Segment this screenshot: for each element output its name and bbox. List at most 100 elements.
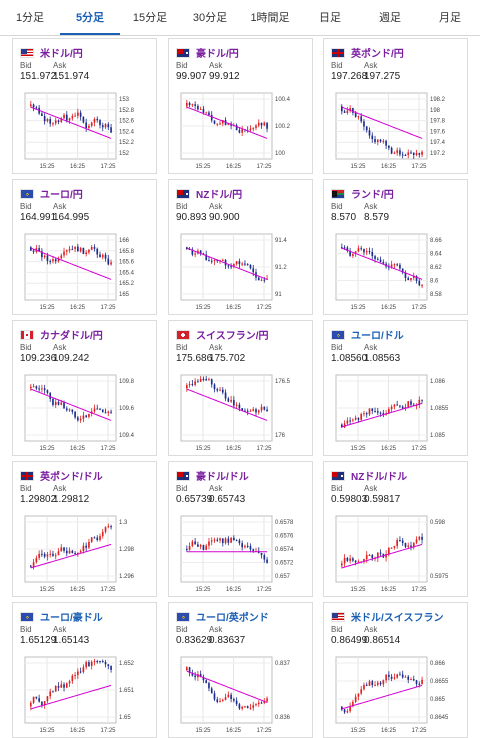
mini-candlestick-chart[interactable]: 15:25 16:25 17:25 198.2 198 197.8 197.6 197.4 19… (324, 85, 467, 171)
card-header: スイスフラン/円 (176, 327, 268, 342)
currency-pair-link[interactable]: 英ポンド/円 (351, 49, 404, 60)
candle (88, 413, 90, 417)
currency-pair-link[interactable]: スイスフラン/円 (196, 331, 269, 342)
currency-pair-link[interactable]: 米ドル/円 (40, 49, 83, 60)
candle (343, 111, 346, 113)
ask-label: Ask (364, 484, 378, 493)
tab-timeframe[interactable]: 1時間足 (250, 12, 290, 24)
rate-card[interactable]: ランド/円 Bid Ask 8.570 8.579 15:25 16:25 17:25 8.66… (323, 179, 468, 315)
rate-card[interactable]: ユーロ/ドル Bid Ask 1.08560 1.08563 15:25 16:25 17:2… (323, 320, 468, 456)
rate-card[interactable]: 米ドル/円 Bid Ask 151.972 151.974 15:25 16:25 17:25… (12, 38, 157, 174)
mini-candlestick-chart[interactable]: 15:25 16:25 17:25 0.6578 0.6576 0.6574 0.6572 0… (169, 508, 312, 594)
currency-pair-link[interactable]: カナダドル/円 (40, 331, 103, 342)
tab-timeframe[interactable]: 週足 (379, 12, 401, 24)
bid-label: Bid (20, 61, 32, 70)
ca-flag-icon (20, 329, 34, 340)
y-tick-label: 8.6 (430, 279, 439, 285)
candle (227, 265, 230, 267)
candle (32, 386, 35, 388)
rate-card[interactable]: ユーロ/豪ドル Bid Ask 1.65129 1.65143 15:25 16:25 17:… (12, 602, 157, 738)
mini-candlestick-chart[interactable]: 15:25 16:25 17:25 109.8 109.6 109.4 (13, 367, 156, 453)
candle (194, 541, 196, 545)
plot-area (24, 233, 117, 301)
candle (341, 706, 343, 710)
candle (32, 696, 35, 703)
mini-candlestick-chart[interactable]: 15:25 16:25 17:25 100.4 100.2 100 (169, 85, 312, 171)
currency-pair-link[interactable]: 豪ドル/円 (196, 49, 239, 60)
rate-card[interactable]: NZドル/円 Bid Ask 90.893 90.900 15:25 16:25 17:25 9… (168, 179, 313, 315)
tab-timeframe[interactable]: 1分足 (15, 12, 45, 24)
candle (104, 412, 107, 414)
candle (210, 688, 213, 694)
bid-label: Bid (331, 625, 343, 634)
mini-candlestick-chart[interactable]: 15:25 16:25 17:25 1.3 1.298 1.296 (13, 508, 156, 594)
candle (379, 682, 382, 685)
candle (79, 112, 82, 117)
rate-card[interactable]: NZドル/ドル Bid Ask 0.59803 0.59817 15:25 16:25 17:… (323, 461, 468, 597)
tab-timeframe[interactable]: 日足 (319, 12, 341, 24)
candle (233, 537, 235, 541)
mini-candlestick-chart[interactable]: 15:25 16:25 17:25 153 152.8 152.6 152.4 152.2 15… (13, 85, 156, 171)
rate-card[interactable]: ユーロ/英ポンド Bid Ask 0.83629 0.83637 15:25 16:25 17… (168, 602, 313, 738)
moving-average-line (341, 684, 423, 710)
x-tick-label: 17:25 (100, 728, 116, 734)
rate-card[interactable]: 米ドル/スイスフラン Bid Ask 0.86499 0.86514 15:25 16:25… (323, 602, 468, 738)
mini-candlestick-chart[interactable]: 15:25 16:25 17:25 0.598 0.5975 (324, 508, 467, 594)
candle (74, 246, 76, 250)
candle (63, 251, 65, 256)
rate-card[interactable]: スイスフラン/円 Bid Ask 175.686 175.702 15:25 16:25 17… (168, 320, 313, 456)
mini-candlestick-chart[interactable]: 15:25 16:25 17:25 0.866 0.8655 0.865 0.8645 (324, 649, 467, 735)
candle (41, 701, 43, 706)
mini-candlestick-chart[interactable]: 15:25 16:25 17:25 176.5 176 (169, 367, 312, 453)
tab-timeframe[interactable]: 30分足 (192, 12, 228, 24)
currency-pair-link[interactable]: ユーロ/豪ドル (40, 613, 103, 624)
candle (74, 411, 76, 418)
rate-card[interactable]: カナダドル/円 Bid Ask 109.236 109.242 15:25 16:25 17:… (12, 320, 157, 456)
y-tick-label: 197.2 (430, 151, 446, 157)
candle (418, 683, 421, 685)
candle (241, 408, 243, 411)
currency-pair-link[interactable]: NZドル/ドル (351, 472, 408, 483)
candle (238, 261, 241, 265)
candle (216, 260, 219, 262)
candle (249, 410, 252, 412)
currency-pair-link[interactable]: 英ポンド/ドル (40, 472, 103, 483)
candle (205, 379, 208, 381)
currency-pair-link[interactable]: 豪ドル/ドル (196, 472, 249, 483)
tab-timeframe[interactable]: 月足 (439, 12, 461, 24)
currency-pair-link[interactable]: 米ドル/スイスフラン (351, 613, 444, 624)
mini-candlestick-chart[interactable]: 15:25 16:25 17:25 1.086 1.0855 1.085 (324, 367, 467, 453)
x-tick-label: 15:25 (195, 446, 211, 452)
currency-pair-link[interactable]: ユーロ/円 (40, 190, 83, 201)
y-tick-label: 0.5975 (430, 574, 449, 580)
plot-area (180, 374, 273, 442)
candle (360, 248, 363, 250)
candle (99, 536, 101, 540)
candle (191, 104, 194, 106)
tab-timeframe[interactable]: 5分足 (60, 0, 120, 35)
mini-candlestick-chart[interactable]: 15:25 16:25 17:25 166 165.8 165.6 165.4 165.2 16… (13, 226, 156, 312)
rate-card[interactable]: 豪ドル/ドル Bid Ask 0.65739 0.65743 15:25 16:25 17:2… (168, 461, 313, 597)
tab-timeframe[interactable]: 15分足 (132, 12, 168, 24)
bid-label: Bid (331, 202, 343, 211)
y-tick-label: 197.4 (430, 140, 446, 146)
rate-card[interactable]: 豪ドル/円 Bid Ask 99.907 99.912 15:25 16:25 17:25 10… (168, 38, 313, 174)
candle (379, 139, 382, 142)
mini-candlestick-chart[interactable]: 15:25 16:25 17:25 8.66 8.64 8.62 8.6 8.58 (324, 226, 467, 312)
currency-pair-link[interactable]: ユーロ/ドル (351, 331, 404, 342)
mini-candlestick-chart[interactable]: 15:25 16:25 17:25 0.837 0.836 (169, 649, 312, 735)
currency-pair-link[interactable]: NZドル/円 (196, 190, 243, 201)
currency-pair-link[interactable]: ユーロ/英ポンド (196, 613, 269, 624)
bid-value: 1.29802 (20, 494, 57, 505)
candle (233, 264, 235, 267)
candle (260, 702, 263, 704)
ask-value: 1.08563 (364, 353, 401, 364)
currency-pair-link[interactable]: ランド/円 (351, 190, 394, 201)
rate-card[interactable]: 英ポンド/円 Bid Ask 197.268 197.275 15:25 16:25 17:2… (323, 38, 468, 174)
bid-value: 8.570 (331, 212, 357, 223)
mini-candlestick-chart[interactable]: 15:25 16:25 17:25 91.4 91.2 91 (169, 226, 312, 312)
candle (71, 409, 74, 412)
rate-card[interactable]: ユーロ/円 Bid Ask 164.991 164.995 15:25 16:25 17:25… (12, 179, 157, 315)
mini-candlestick-chart[interactable]: 15:25 16:25 17:25 1.652 1.651 1.65 (13, 649, 156, 735)
rate-card[interactable]: 英ポンド/ドル Bid Ask 1.29802 1.29812 15:25 16:25 17:… (12, 461, 157, 597)
